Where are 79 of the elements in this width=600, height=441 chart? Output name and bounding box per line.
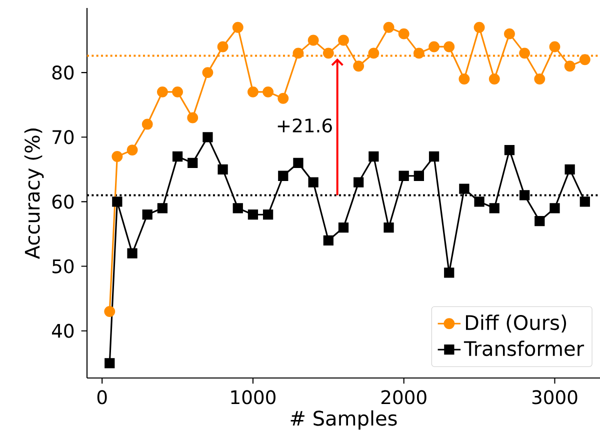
point	[104, 358, 115, 368]
point	[534, 216, 545, 226]
point	[202, 67, 214, 78]
point	[172, 151, 183, 162]
point	[104, 306, 116, 317]
point	[172, 86, 183, 98]
point	[293, 158, 304, 168]
point	[278, 92, 289, 104]
point	[353, 60, 364, 72]
point	[384, 222, 394, 233]
legend-label: Transformer	[464, 340, 584, 356]
point	[217, 41, 228, 52]
point	[534, 74, 546, 84]
point	[142, 118, 153, 130]
point	[383, 22, 394, 33]
point	[519, 190, 530, 200]
point	[368, 151, 379, 162]
annotation: +21.6	[278, 118, 332, 133]
point	[444, 41, 455, 52]
point	[398, 170, 409, 181]
point	[248, 210, 258, 220]
y-tick-label: 80	[52, 65, 74, 80]
point	[292, 48, 304, 59]
point	[444, 268, 454, 278]
point	[488, 74, 500, 84]
point	[322, 48, 334, 59]
point	[156, 86, 168, 98]
point	[550, 203, 560, 214]
point	[428, 41, 440, 52]
point	[218, 164, 228, 174]
point	[428, 151, 440, 162]
legend-label: Diff (Ours)	[466, 314, 566, 332]
point	[398, 28, 410, 40]
y-tick-label: 50	[52, 259, 74, 274]
point	[338, 34, 349, 46]
y-axis-title: Accuracy (%)	[24, 128, 44, 259]
point	[202, 132, 213, 142]
point	[549, 41, 560, 52]
point	[458, 74, 470, 84]
point	[232, 22, 244, 33]
x-tick-label: 1000	[231, 390, 276, 404]
point	[504, 28, 515, 40]
x-tick-label: 3000	[532, 390, 578, 404]
y-tick-label: 40	[52, 324, 74, 338]
point	[580, 196, 590, 207]
x-axis-title: # Samples	[290, 410, 397, 430]
point	[308, 34, 319, 46]
point	[413, 48, 424, 59]
point	[127, 248, 138, 258]
point	[474, 22, 485, 33]
point	[489, 203, 500, 214]
point	[248, 86, 258, 98]
point	[126, 144, 138, 156]
point	[262, 210, 274, 220]
point	[414, 170, 424, 181]
x-tick-label: 2000	[381, 390, 426, 404]
point	[354, 177, 364, 188]
point	[368, 48, 380, 59]
point	[564, 164, 575, 174]
point	[142, 210, 152, 220]
point	[112, 151, 123, 162]
point	[112, 196, 122, 207]
point	[504, 144, 515, 156]
point	[278, 170, 288, 181]
point	[188, 158, 198, 168]
point	[308, 177, 318, 188]
y-tick-label: 70	[52, 130, 74, 144]
point	[262, 86, 274, 98]
point	[564, 60, 576, 72]
point	[338, 222, 349, 233]
point	[323, 235, 334, 246]
point	[459, 184, 470, 194]
point	[232, 203, 243, 214]
point	[157, 203, 168, 214]
point	[187, 112, 198, 124]
point	[519, 48, 530, 59]
point	[474, 196, 484, 207]
y-tick-label: 60	[52, 194, 74, 209]
x-tick-label: 0	[97, 390, 107, 404]
